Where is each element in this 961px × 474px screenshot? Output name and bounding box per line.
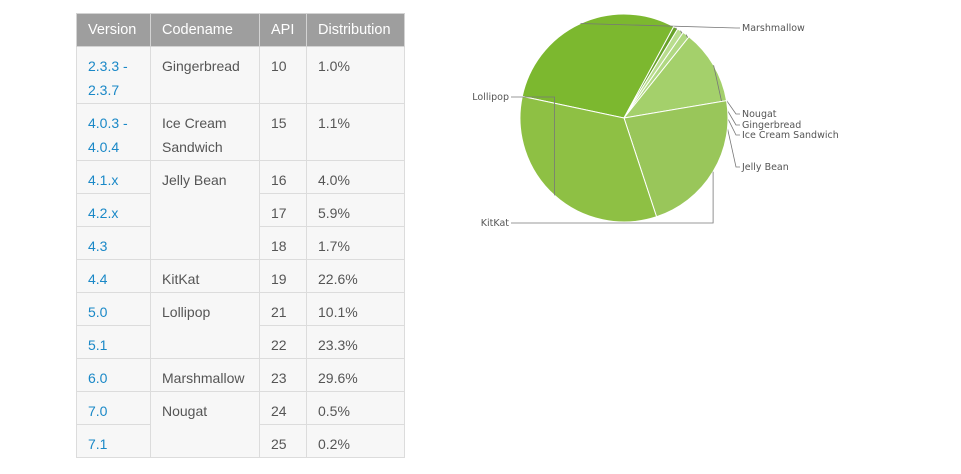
version-link[interactable]: 5.0 — [76, 292, 151, 326]
slice-label: Nougat — [742, 109, 777, 120]
table-row: 4.4 KitKat 19 22.6% — [76, 259, 405, 293]
version-link[interactable]: 2.3.3 - 2.3.7 — [76, 46, 151, 104]
leader-line — [511, 96, 555, 196]
slice-label: Ice Cream Sandwich — [742, 130, 839, 141]
pie-slice-lollipop — [519, 95, 658, 223]
table-row: 4.0.3 - 4.0.4 Ice Cream Sandwich 15 1.1% — [76, 103, 405, 161]
distribution-cell: 1.0% — [306, 46, 405, 104]
codename-cell: Gingerbread — [150, 46, 260, 104]
leader-line — [713, 65, 740, 168]
slice-label: Lollipop — [472, 92, 509, 103]
api-cell: 23 — [259, 358, 307, 392]
table-row: 4.1.x Jelly Bean 16 4.0% — [76, 160, 405, 260]
codename-cell: Marshmallow — [150, 358, 260, 392]
version-link[interactable]: 6.0 — [76, 358, 151, 392]
pie-slice-kitkat — [623, 100, 729, 218]
slice-label: KitKat — [481, 218, 509, 229]
api-cell: 18 — [259, 226, 307, 260]
table-row: 6.0 Marshmallow 23 29.6% — [76, 358, 405, 392]
slice-label: Marshmallow — [742, 23, 805, 34]
header-api: API — [259, 13, 307, 47]
api-cell: 15 — [259, 103, 307, 161]
distribution-cell: 1.1% — [306, 103, 405, 161]
slice-label: Jelly Bean — [741, 162, 789, 173]
table-row: 4.3 18 1.7% — [76, 226, 405, 260]
api-cell: 21 — [259, 292, 307, 326]
header-version: Version — [76, 13, 151, 47]
table-row: 5.0 Lollipop 21 10.1% — [76, 292, 405, 359]
distribution-cell: 0.5% — [306, 391, 405, 425]
version-link[interactable]: 4.0.3 - 4.0.4 — [76, 103, 151, 161]
api-cell: 16 — [259, 160, 307, 194]
codename-cell: Jelly Bean — [150, 160, 260, 260]
codename-cell: Nougat — [150, 391, 260, 458]
table-row: 7.0 Nougat 24 0.5% — [76, 391, 405, 458]
distribution-cell: 4.0% — [306, 160, 405, 194]
version-link[interactable]: 5.1 — [76, 325, 151, 359]
table-row: 2.3.3 - 2.3.7 Gingerbread 10 1.0% — [76, 46, 405, 104]
distribution-table: Version Codename API Distribution 2.3.3 … — [76, 13, 405, 458]
version-link[interactable]: 4.2.x — [76, 193, 151, 227]
table-row: 4.2.x 17 5.9% — [76, 193, 405, 227]
slice-label: Gingerbread — [742, 120, 801, 131]
api-cell: 25 — [259, 424, 307, 458]
table-row: 7.1 25 0.2% — [76, 424, 405, 458]
api-cell: 19 — [259, 259, 307, 293]
version-link[interactable]: 4.3 — [76, 226, 151, 260]
api-cell: 10 — [259, 46, 307, 104]
api-cell: 24 — [259, 391, 307, 425]
version-link[interactable]: 4.1.x — [76, 160, 151, 194]
distribution-cell: 1.7% — [306, 226, 405, 260]
table-header-row: Version Codename API Distribution — [76, 13, 405, 47]
api-cell: 17 — [259, 193, 307, 227]
version-link[interactable]: 7.1 — [76, 424, 151, 458]
codename-cell: Ice Cream Sandwich — [150, 103, 260, 161]
distribution-cell: 23.3% — [306, 325, 405, 359]
table-row: 5.1 22 23.3% — [76, 325, 405, 359]
api-cell: 22 — [259, 325, 307, 359]
leader-line — [511, 171, 714, 224]
distribution-cell: 0.2% — [306, 424, 405, 458]
distribution-cell: 5.9% — [306, 193, 405, 227]
version-link[interactable]: 4.4 — [76, 259, 151, 293]
distribution-cell: 10.1% — [306, 292, 405, 326]
distribution-cell: 29.6% — [306, 358, 405, 392]
codename-cell: KitKat — [150, 259, 260, 293]
leader-line — [580, 23, 740, 29]
distribution-cell: 22.6% — [306, 259, 405, 293]
header-codename: Codename — [150, 13, 260, 47]
header-distribution: Distribution — [306, 13, 405, 47]
version-link[interactable]: 7.0 — [76, 391, 151, 425]
codename-cell: Lollipop — [150, 292, 260, 359]
